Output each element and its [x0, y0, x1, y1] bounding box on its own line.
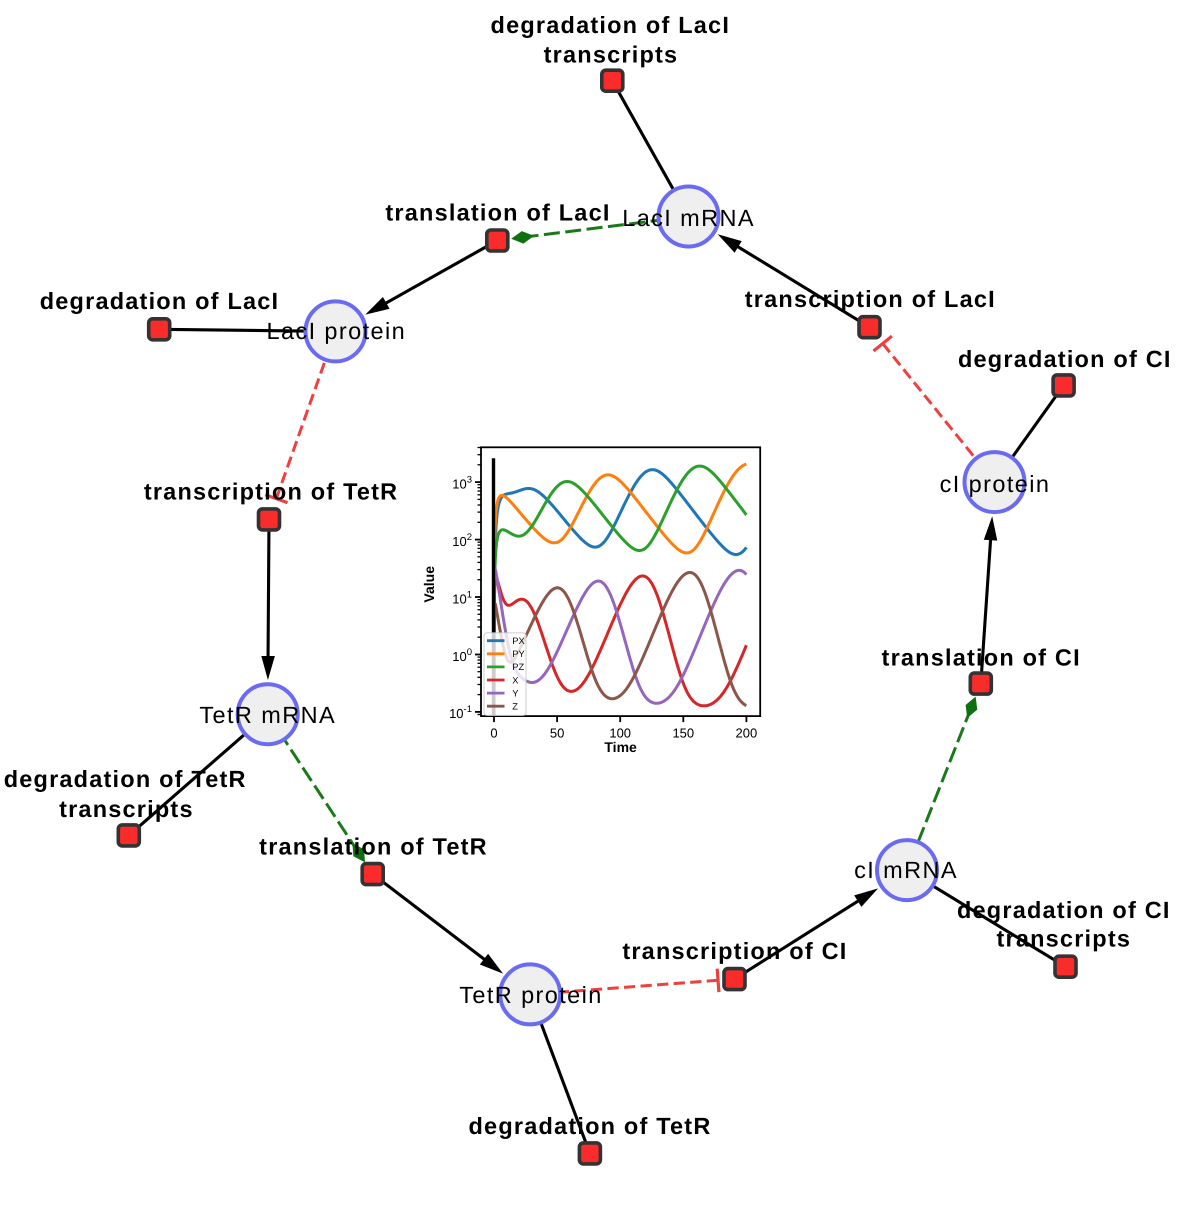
svg-text:0: 0 [490, 725, 497, 740]
svg-text:150: 150 [672, 725, 694, 740]
svg-text:PY: PY [512, 649, 524, 659]
svg-text:LacI protein: LacI protein [266, 318, 406, 344]
svg-text:degradation of TetR: degradation of TetR [4, 766, 247, 792]
svg-text:LacI mRNA: LacI mRNA [622, 205, 755, 231]
svg-text:Z: Z [512, 702, 518, 712]
svg-text:degradation of LacI: degradation of LacI [491, 12, 731, 38]
svg-text:Value: Value [421, 566, 437, 603]
svg-text:transcription of TetR: transcription of TetR [144, 479, 399, 505]
svg-text:100: 100 [609, 725, 631, 740]
svg-text:transcripts: transcripts [59, 796, 194, 822]
svg-text:Y: Y [512, 688, 518, 698]
svg-text:Time: Time [604, 739, 637, 755]
svg-text:PX: PX [512, 636, 524, 646]
svg-text:degradation of TetR: degradation of TetR [469, 1113, 712, 1139]
svg-text:TetR mRNA: TetR mRNA [199, 702, 336, 728]
svg-text:translation of CI: translation of CI [882, 645, 1081, 671]
svg-text:transcription of CI: transcription of CI [622, 938, 847, 964]
svg-text:degradation of LacI: degradation of LacI [40, 288, 280, 314]
svg-text:TetR protein: TetR protein [459, 982, 603, 1008]
svg-text:degradation of CI: degradation of CI [957, 897, 1171, 923]
svg-text:translation of LacI: translation of LacI [385, 199, 610, 225]
svg-text:cI protein: cI protein [940, 471, 1051, 497]
svg-text:transcription of LacI: transcription of LacI [745, 286, 996, 312]
svg-text:transcripts: transcripts [996, 926, 1131, 952]
svg-text:50: 50 [550, 725, 564, 740]
svg-text:transcripts: transcripts [544, 42, 679, 68]
svg-text:PZ: PZ [512, 662, 524, 672]
svg-text:X: X [512, 675, 518, 685]
svg-text:cI mRNA: cI mRNA [854, 857, 958, 883]
svg-text:degradation of CI: degradation of CI [958, 346, 1172, 372]
svg-text:200: 200 [736, 725, 758, 740]
svg-text:translation of TetR: translation of TetR [259, 833, 488, 859]
